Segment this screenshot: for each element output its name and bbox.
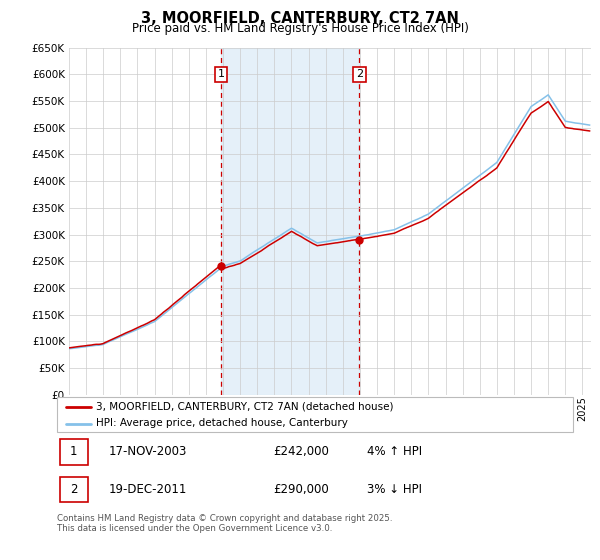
Text: 2: 2 bbox=[70, 483, 77, 496]
Text: 4% ↑ HPI: 4% ↑ HPI bbox=[367, 445, 422, 458]
Text: 1: 1 bbox=[217, 69, 224, 80]
Text: 1: 1 bbox=[70, 445, 77, 458]
Text: £290,000: £290,000 bbox=[274, 483, 329, 496]
Text: 3, MOORFIELD, CANTERBURY, CT2 7AN (detached house): 3, MOORFIELD, CANTERBURY, CT2 7AN (detac… bbox=[96, 402, 393, 412]
Text: 17-NOV-2003: 17-NOV-2003 bbox=[109, 445, 187, 458]
Text: 2: 2 bbox=[356, 69, 363, 80]
Bar bbox=[221, 48, 359, 395]
Text: Contains HM Land Registry data © Crown copyright and database right 2025.
This d: Contains HM Land Registry data © Crown c… bbox=[57, 514, 392, 533]
Bar bbox=[59, 439, 88, 465]
Text: HPI: Average price, detached house, Canterbury: HPI: Average price, detached house, Cant… bbox=[96, 418, 347, 428]
Text: £242,000: £242,000 bbox=[274, 445, 329, 458]
Text: 3% ↓ HPI: 3% ↓ HPI bbox=[367, 483, 422, 496]
Bar bbox=[59, 477, 88, 502]
Text: 3, MOORFIELD, CANTERBURY, CT2 7AN: 3, MOORFIELD, CANTERBURY, CT2 7AN bbox=[141, 11, 459, 26]
Text: 19-DEC-2011: 19-DEC-2011 bbox=[109, 483, 187, 496]
Text: Price paid vs. HM Land Registry's House Price Index (HPI): Price paid vs. HM Land Registry's House … bbox=[131, 22, 469, 35]
